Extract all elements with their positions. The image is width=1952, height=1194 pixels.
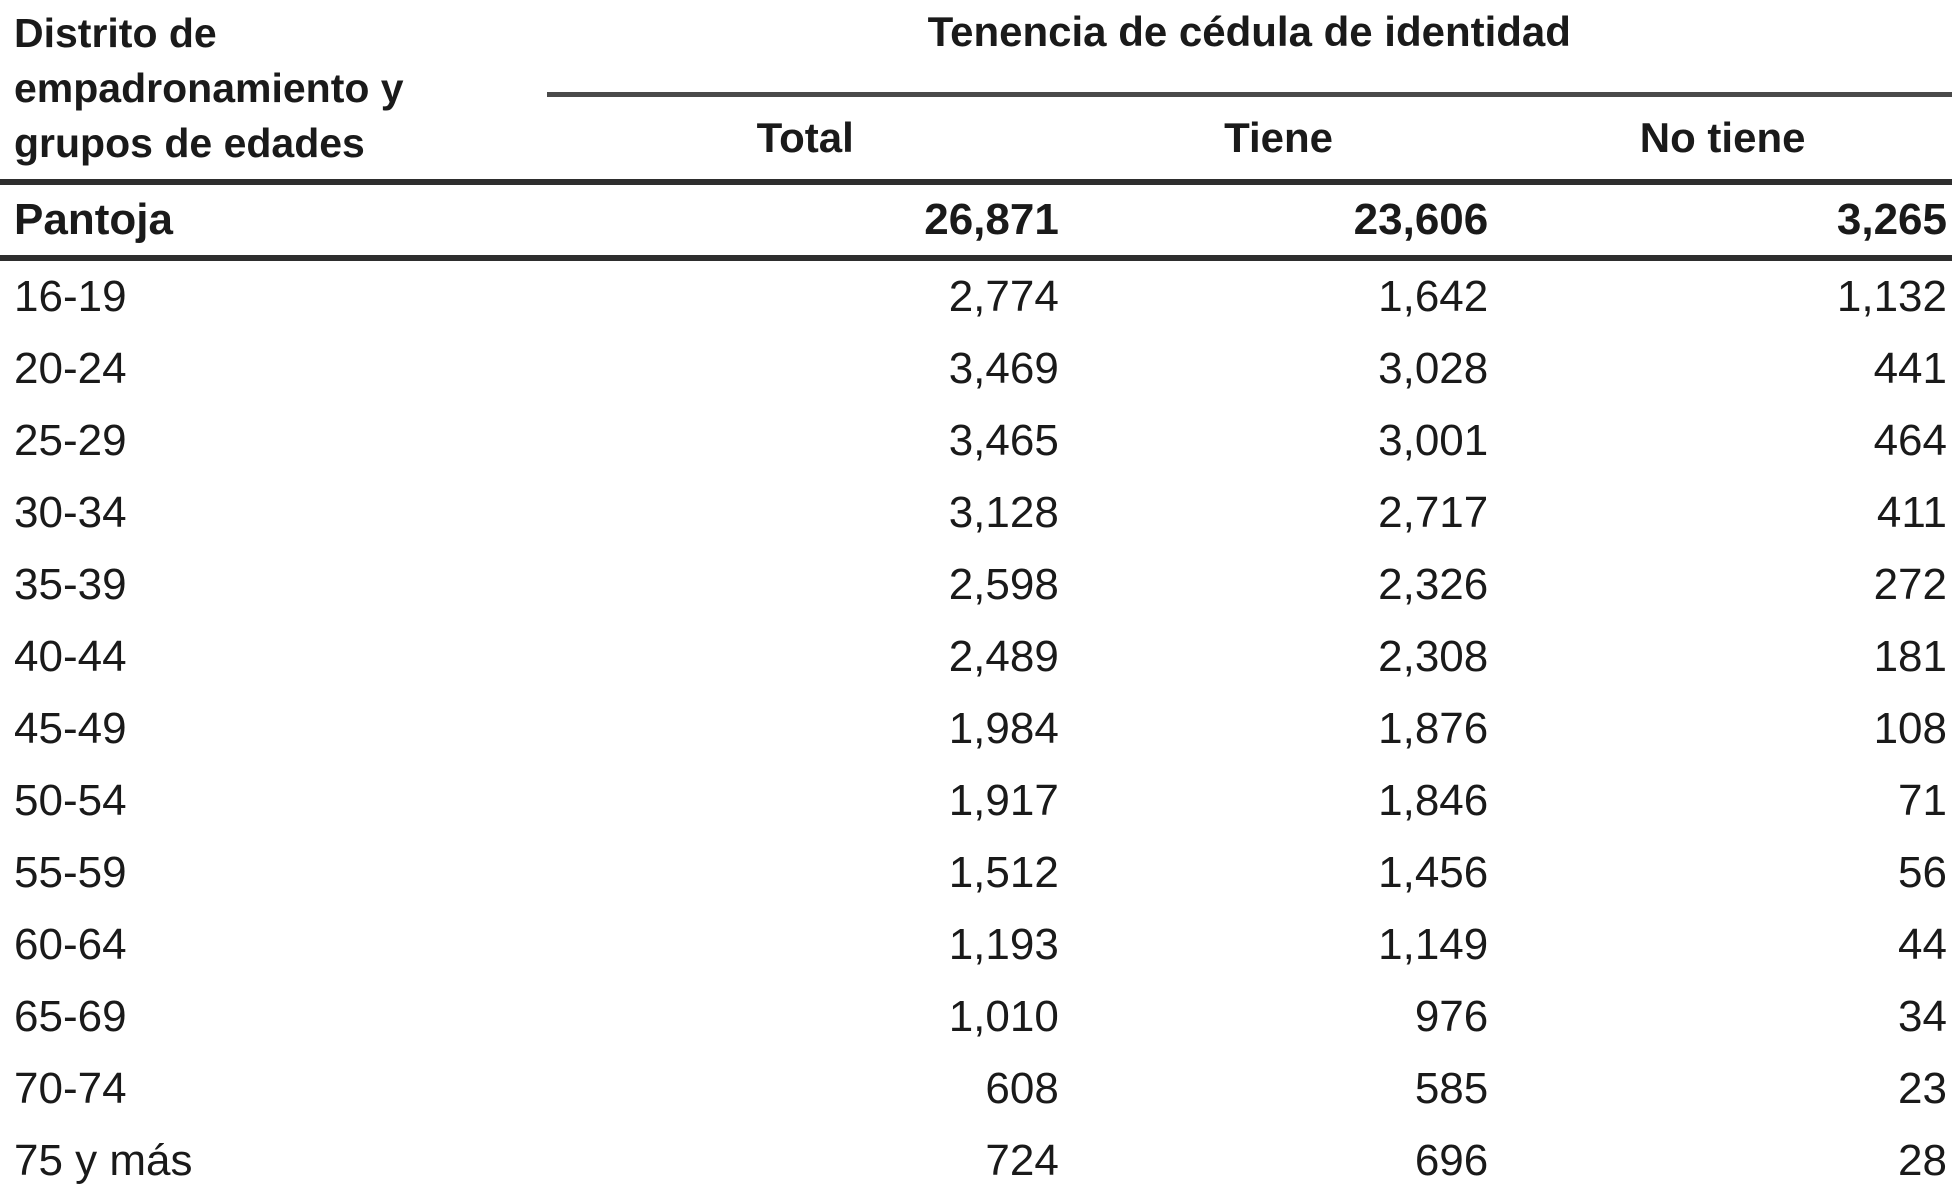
row-label-age-group: 16-19 <box>14 272 127 321</box>
table-row: 65-69 1,010 976 34 <box>0 981 1952 1053</box>
table-row: 35-39 2,598 2,326 272 <box>0 549 1952 621</box>
table-body: Pantoja 26,871 23,606 3,265 16-19 2,774 … <box>0 182 1952 1194</box>
cell-tiene: 1,149 <box>1378 920 1489 969</box>
cell-no-tiene: 464 <box>1873 416 1947 465</box>
table-row: 16-19 2,774 1,642 1,132 <box>0 258 1952 333</box>
table-row: 75 y más 724 696 28 <box>0 1125 1952 1194</box>
summary-cell-no-tiene: 3,265 <box>1493 182 1952 261</box>
stub-header: Distrito de empadronamiento y grupos de … <box>0 0 547 185</box>
row-label-age-group: 60-64 <box>14 920 127 969</box>
cell-tiene: 696 <box>1414 1136 1489 1185</box>
row-label-age-group: 65-69 <box>14 992 127 1041</box>
table-header: Distrito de empadronamiento y grupos de … <box>0 0 1952 185</box>
cell-no-tiene: 108 <box>1873 704 1947 753</box>
cell-total: 3,128 <box>948 488 1059 537</box>
table-row: 20-24 3,469 3,028 441 <box>0 333 1952 405</box>
table-row: 70-74 608 585 23 <box>0 1053 1952 1125</box>
cell-tiene: 3,028 <box>1378 344 1489 393</box>
row-label-age-group: 30-34 <box>14 488 127 537</box>
cell-total: 3,469 <box>948 344 1059 393</box>
row-label-age-group: 40-44 <box>14 632 127 681</box>
cell-total: 1,010 <box>948 992 1059 1041</box>
row-label-age-group: 25-29 <box>14 416 127 465</box>
row-label-age-group: 50-54 <box>14 776 127 825</box>
cell-total: 2,489 <box>948 632 1059 681</box>
cell-no-tiene: 23 <box>1898 1064 1947 1113</box>
cell-total: 2,774 <box>948 272 1059 321</box>
cell-no-tiene: 56 <box>1898 848 1947 897</box>
cell-no-tiene: 28 <box>1898 1136 1947 1185</box>
row-label-age-group: 35-39 <box>14 560 127 609</box>
cell-tiene: 1,456 <box>1378 848 1489 897</box>
summary-row-pantoja: Pantoja 26,871 23,606 3,265 <box>0 182 1952 261</box>
cell-no-tiene: 34 <box>1898 992 1947 1041</box>
cell-total: 1,917 <box>948 776 1059 825</box>
table-row: 50-54 1,917 1,846 71 <box>0 765 1952 837</box>
cell-tiene: 2,308 <box>1378 632 1489 681</box>
spanner-header: Tenencia de cédula de identidad <box>546 0 1952 97</box>
cell-tiene: 2,326 <box>1378 560 1489 609</box>
cell-tiene: 3,001 <box>1378 416 1489 465</box>
row-label-age-group: 45-49 <box>14 704 127 753</box>
cell-total: 1,984 <box>948 704 1059 753</box>
cell-total: 3,465 <box>948 416 1059 465</box>
cell-total: 724 <box>985 1136 1059 1185</box>
cell-tiene: 1,642 <box>1378 272 1489 321</box>
stub-header-line-3: grupos de edades <box>14 120 365 166</box>
column-header-no-tiene: No tiene <box>1493 94 1952 185</box>
cell-no-tiene: 441 <box>1873 344 1947 393</box>
table-row: 45-49 1,984 1,876 108 <box>0 693 1952 765</box>
table-row: 55-59 1,512 1,456 56 <box>0 837 1952 909</box>
spanner-header-row: Distrito de empadronamiento y grupos de … <box>0 0 1952 185</box>
cell-total: 1,193 <box>948 920 1059 969</box>
column-header-total: Total <box>546 94 1064 185</box>
cell-tiene: 976 <box>1414 992 1489 1041</box>
cell-no-tiene: 44 <box>1898 920 1947 969</box>
cell-no-tiene: 411 <box>1876 488 1947 537</box>
cell-no-tiene: 181 <box>1873 632 1947 681</box>
table-row: 25-29 3,465 3,001 464 <box>0 405 1952 477</box>
cell-no-tiene: 71 <box>1898 776 1947 825</box>
spanner-header-label: Tenencia de cédula de identidad <box>927 8 1571 55</box>
summary-cell-tiene: 23,606 <box>1063 182 1494 261</box>
row-label-age-group: 55-59 <box>14 848 127 897</box>
cell-tiene: 585 <box>1414 1064 1489 1113</box>
row-label-age-group: 20-24 <box>14 344 127 393</box>
summary-row-label: Pantoja <box>0 182 547 261</box>
row-label-age-group: 70-74 <box>14 1064 127 1113</box>
summary-cell-total: 26,871 <box>546 182 1064 261</box>
column-header-row: Total Tiene No tiene <box>0 94 1952 185</box>
table-row: 60-64 1,193 1,149 44 <box>0 909 1952 981</box>
cell-tiene: 1,876 <box>1378 704 1489 753</box>
cell-no-tiene: 1,132 <box>1836 272 1947 321</box>
cell-tiene: 1,846 <box>1378 776 1489 825</box>
cell-total: 1,512 <box>948 848 1059 897</box>
stub-header-line-2: empadronamiento y <box>14 65 404 111</box>
cell-total: 2,598 <box>948 560 1059 609</box>
cell-total: 608 <box>985 1064 1059 1113</box>
cell-no-tiene: 272 <box>1873 560 1947 609</box>
cell-tiene: 2,717 <box>1378 488 1489 537</box>
column-header-tiene: Tiene <box>1063 94 1494 185</box>
table-row: 40-44 2,489 2,308 181 <box>0 621 1952 693</box>
row-label-age-group: 75 y más <box>14 1136 193 1185</box>
stub-header-line-1: Distrito de <box>14 10 217 56</box>
table-row: 30-34 3,128 2,717 411 <box>0 477 1952 549</box>
